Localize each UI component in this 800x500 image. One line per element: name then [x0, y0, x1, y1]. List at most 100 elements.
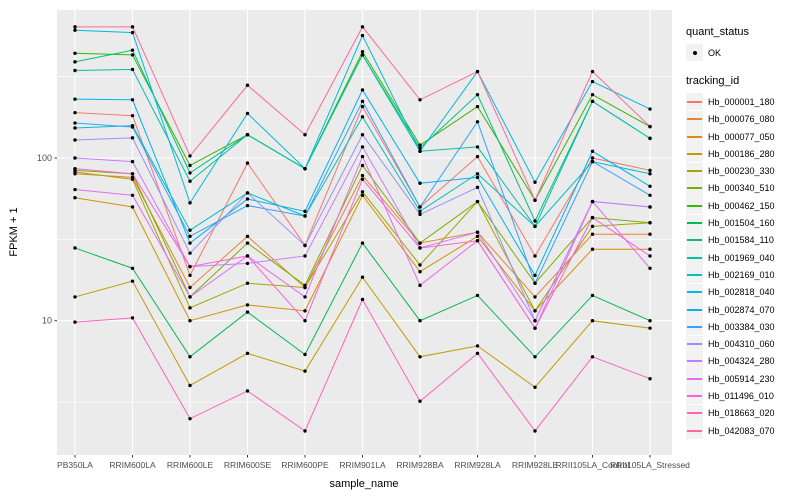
data-point: [245, 351, 250, 356]
data-point: [245, 203, 250, 208]
data-point: [188, 179, 192, 183]
data-point: [418, 241, 422, 245]
data-point: [245, 310, 250, 314]
data-point: [130, 266, 135, 270]
data-point: [245, 133, 250, 137]
x-tick-label: RRIM600SE: [224, 460, 272, 470]
legend-label: Hb_003384_030: [708, 321, 775, 332]
data-point: [245, 261, 250, 266]
legend-label: Hb_000462_150: [708, 200, 775, 211]
ok-point-icon: [686, 44, 703, 62]
data-point: [188, 154, 192, 158]
data-point: [590, 232, 595, 236]
data-point: [648, 172, 652, 176]
data-point: [590, 215, 595, 220]
data-point: [130, 48, 135, 52]
data-point: [590, 159, 595, 164]
data-point: [188, 273, 192, 278]
legend-entry-ok: OK: [686, 44, 775, 62]
data-point: [130, 279, 135, 283]
data-point: [130, 30, 135, 35]
data-point: [475, 239, 480, 243]
data-point: [418, 270, 422, 274]
data-point: [475, 344, 480, 348]
data-point: [590, 355, 595, 359]
legend-entry-Hb_005914_230: Hb_005914_230: [686, 370, 775, 388]
data-point: [245, 197, 250, 201]
x-tick-label: RRIM600LA: [109, 460, 156, 470]
legend-entry-Hb_000462_150: Hb_000462_150: [686, 197, 775, 215]
data-point: [648, 221, 652, 225]
data-point: [360, 25, 365, 29]
legend-label: Hb_005914_230: [708, 373, 775, 384]
data-point: [188, 355, 192, 359]
data-point: [303, 429, 307, 433]
legend-label: Hb_001969_040: [708, 252, 775, 263]
legend-label: Hb_001584_110: [708, 235, 774, 246]
data-point: [130, 177, 135, 181]
data-point: [73, 187, 77, 192]
data-point: [303, 133, 307, 137]
data-point: [130, 67, 135, 72]
data-point: [130, 25, 135, 29]
data-point: [303, 319, 307, 323]
data-point: [648, 136, 652, 141]
data-point: [418, 181, 422, 185]
data-point: [590, 224, 595, 229]
series-line-icon: [686, 301, 703, 318]
legend-entry-Hb_000077_050: Hb_000077_050: [686, 128, 775, 146]
data-point: [188, 264, 192, 269]
data-point: [360, 133, 365, 137]
data-point: [475, 199, 480, 204]
data-point: [245, 303, 250, 307]
data-point: [73, 51, 77, 56]
data-point: [475, 92, 480, 97]
data-point: [73, 97, 77, 101]
data-point: [418, 149, 422, 153]
data-point: [475, 234, 480, 239]
legend-entry-Hb_000230_330: Hb_000230_330: [686, 162, 775, 180]
series-line-icon: [686, 197, 703, 215]
x-tick-label: RRIM901LA: [339, 460, 386, 470]
data-point: [130, 159, 135, 164]
data-point: [475, 351, 480, 356]
data-point: [418, 246, 422, 250]
data-point: [533, 273, 537, 278]
data-point: [360, 33, 365, 38]
data-point: [188, 285, 192, 290]
data-point: [188, 251, 192, 255]
legend-entry-Hb_001504_160: Hb_001504_160: [686, 214, 775, 232]
data-point: [245, 241, 250, 245]
legend-label: OK: [708, 47, 722, 58]
data-point: [73, 246, 77, 250]
data-point: [533, 326, 537, 330]
data-point: [245, 254, 250, 258]
data-point: [590, 293, 595, 298]
legend-title-quant-status: quant_status: [686, 26, 749, 38]
data-point: [188, 163, 192, 168]
data-point: [245, 161, 250, 165]
legend-label: Hb_018663_020: [708, 408, 775, 419]
data-point: [475, 104, 480, 109]
x-tick-label: RRIM600LE: [167, 460, 214, 470]
legend-label: Hb_000076_080: [708, 114, 775, 125]
legend-entry-Hb_001584_110: Hb_001584_110: [686, 231, 775, 249]
x-tick-label: RRIM928LA: [454, 460, 501, 470]
series-line-icon: [686, 422, 703, 440]
x-tick-label: RRIM928LE: [512, 460, 559, 470]
data-point: [648, 319, 652, 323]
data-point: [360, 145, 365, 149]
data-point: [360, 163, 365, 168]
data-point: [590, 69, 595, 74]
legend-label: Hb_004310_060: [708, 339, 775, 350]
data-point: [188, 295, 192, 299]
data-point: [533, 309, 537, 313]
legend-entry-Hb_002874_070: Hb_002874_070: [686, 301, 775, 318]
series-line-icon: [686, 335, 703, 353]
series-line-icon: [686, 370, 703, 388]
series-line-icon: [686, 93, 703, 111]
data-point: [648, 107, 652, 111]
data-point: [533, 198, 537, 202]
data-point: [418, 205, 422, 209]
